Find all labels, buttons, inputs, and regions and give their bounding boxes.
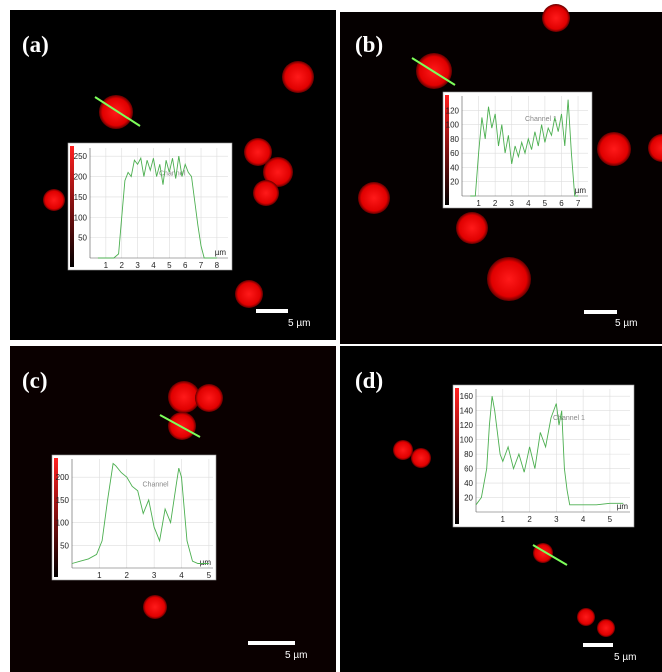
panel-label: (a) [22,32,49,57]
x-tick-label: 5 [543,199,548,208]
x-tick-label: 4 [526,199,531,208]
inset-box [51,454,217,581]
x-tick-label: 4 [151,261,156,270]
x-tick-label: 2 [119,261,124,270]
profile-line [475,396,624,506]
inset-box [442,91,593,209]
profile-line [470,99,579,197]
y-tick-label: 200 [74,173,88,182]
y-tick-label: 100 [74,213,88,222]
x-tick-label: 5 [608,515,613,524]
y-tick-label: 160 [460,392,474,401]
x-tick-label: 6 [559,199,564,208]
y-tick-label: 50 [78,234,87,243]
series-name: Channel [159,171,186,178]
y-tick-label: 150 [74,193,88,202]
series-name: Channel 1 [525,116,557,123]
panel-label: (d) [355,368,383,393]
profile-line [71,462,209,564]
color-bar [445,95,449,205]
inset-box [67,142,233,271]
x-tick-label: 5 [207,571,212,580]
color-bar [54,458,58,577]
color-bar [455,388,459,524]
x-axis-label: µm [215,248,227,257]
x-tick-label: 7 [199,261,204,270]
y-tick-label: 80 [464,450,473,459]
x-tick-label: 2 [527,515,532,524]
y-tick-label: 140 [460,407,474,416]
x-tick-label: 4 [581,515,586,524]
x-tick-label: 3 [152,571,157,580]
x-tick-label: 1 [104,261,109,270]
series-name: Channel 1 [553,415,585,422]
x-tick-label: 5 [167,261,172,270]
panel-label: (b) [355,32,383,57]
x-tick-label: 8 [215,261,220,270]
series-name: Channel [143,481,170,488]
color-bar [70,146,74,267]
x-tick-label: 3 [554,515,559,524]
x-tick-label: 2 [493,199,498,208]
y-tick-label: 100 [446,121,460,130]
panel-label: (c) [22,368,48,393]
y-tick-label: 200 [56,473,70,482]
y-tick-label: 120 [446,106,460,115]
x-tick-label: 1 [501,515,506,524]
x-tick-label: 1 [476,199,481,208]
y-tick-label: 60 [464,465,473,474]
x-tick-label: 3 [135,261,140,270]
x-tick-label: 7 [576,199,581,208]
y-tick-label: 40 [464,479,473,488]
scale-bars [248,309,617,647]
x-tick-label: 1 [97,571,102,580]
y-tick-label: 40 [450,163,459,172]
y-tick-label: 20 [464,494,473,503]
y-tick-label: 20 [450,178,459,187]
x-tick-label: 6 [183,261,188,270]
scale-bar-label: 5 µm [614,652,636,663]
x-axis-label: µm [617,502,629,511]
y-tick-label: 120 [460,421,474,430]
scale-bar-label: 5 µm [288,318,310,329]
profile-line [97,156,217,259]
profile-lines [94,57,568,566]
x-tick-label: 2 [125,571,130,580]
y-tick-label: 50 [60,541,69,550]
x-axis-label: µm [575,186,587,195]
scale-bar-label: 5 µm [615,318,637,329]
x-tick-label: 4 [179,571,184,580]
y-tick-label: 250 [74,152,88,161]
x-tick-label: 3 [510,199,515,208]
y-tick-label: 100 [460,436,474,445]
y-tick-label: 60 [450,149,459,158]
inset-box [452,384,635,528]
x-axis-label: µm [200,558,212,567]
y-tick-label: 100 [56,519,70,528]
y-tick-label: 80 [450,135,459,144]
scale-bar-label: 5 µm [285,650,307,661]
y-tick-label: 150 [56,496,70,505]
